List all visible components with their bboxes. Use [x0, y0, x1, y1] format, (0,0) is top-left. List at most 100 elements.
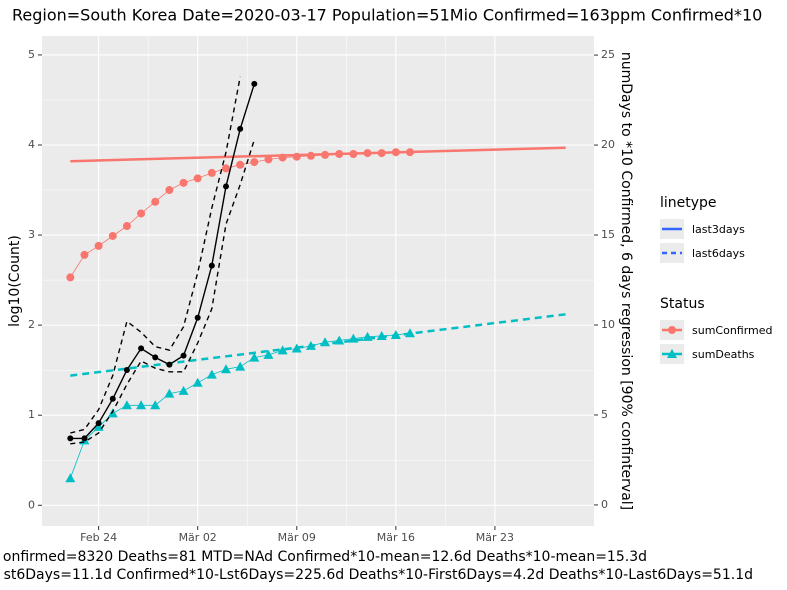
- point: [349, 149, 358, 158]
- legend-title: Status: [660, 296, 705, 312]
- x-tick-label: Mär 23: [476, 531, 514, 544]
- point: [264, 155, 273, 164]
- x-tick-label: Mär 02: [179, 531, 217, 544]
- point: [66, 273, 75, 282]
- interval-point: [208, 262, 215, 269]
- point: [306, 151, 315, 160]
- legend-marker: [668, 326, 676, 334]
- point: [235, 361, 246, 371]
- y-axis-label: log10(Count): [7, 235, 23, 327]
- panel: [42, 36, 594, 526]
- regression-line: [70, 146, 566, 163]
- point: [207, 168, 216, 177]
- point: [206, 369, 217, 379]
- point: [136, 400, 147, 410]
- y2-tick-label: 20: [601, 138, 615, 151]
- point: [94, 241, 103, 250]
- point: [107, 408, 118, 418]
- interval-point: [166, 361, 173, 368]
- y-tick-label: 3: [28, 228, 35, 241]
- chart-title: Region=South Korea Date=2020-03-17 Popul…: [12, 6, 762, 25]
- y-tick-label: 0: [28, 498, 35, 511]
- point: [362, 331, 373, 341]
- point: [221, 364, 231, 374]
- point: [65, 473, 76, 483]
- legend-title: linetype: [660, 195, 717, 211]
- x-tick-label: Mär 09: [278, 531, 316, 544]
- point: [363, 149, 372, 158]
- point: [250, 158, 259, 167]
- interval-line: [70, 83, 255, 440]
- y2-axis-label: numDays to *10 Confirmed, 6 days regress…: [618, 52, 634, 510]
- interval-lower: [70, 139, 255, 445]
- legend-label: sumDeaths: [692, 348, 755, 361]
- interval-upper: [70, 76, 241, 434]
- caption: st6Days=11.1d Confirmed*10-Lst6Days=225.…: [4, 567, 753, 583]
- legend-label: sumConfirmed: [692, 324, 773, 337]
- point: [137, 209, 146, 218]
- y-tick-label: 1: [28, 408, 35, 421]
- point: [278, 153, 287, 162]
- legend-marker: [667, 349, 677, 358]
- point: [334, 335, 345, 345]
- y2-tick-label: 5: [601, 408, 608, 421]
- point: [150, 400, 161, 410]
- point: [377, 149, 386, 158]
- interval-point: [237, 125, 244, 132]
- y-tick-label: 4: [28, 138, 35, 151]
- point: [320, 337, 331, 347]
- point: [291, 343, 302, 353]
- point: [164, 388, 175, 398]
- point: [192, 377, 203, 387]
- point: [151, 197, 160, 206]
- point: [80, 250, 89, 259]
- point: [121, 400, 132, 410]
- point: [179, 178, 188, 187]
- point: [305, 340, 316, 350]
- point: [321, 150, 330, 159]
- caption: onfirmed=8320 Deaths=81 MTD=NAd Confirme…: [3, 549, 647, 565]
- point: [406, 148, 414, 157]
- interval-point: [81, 435, 88, 442]
- y2-tick-label: 10: [601, 318, 615, 331]
- point: [249, 352, 260, 362]
- interval-point: [152, 354, 159, 361]
- legend-label: last6days: [692, 247, 745, 260]
- point: [405, 328, 415, 338]
- point: [335, 149, 344, 158]
- point: [292, 152, 301, 161]
- interval-point: [138, 345, 145, 352]
- interval-point: [109, 395, 116, 402]
- point: [263, 349, 274, 359]
- interval-point: [223, 183, 229, 190]
- y2-tick-label: 0: [601, 498, 608, 511]
- interval-point: [180, 352, 187, 359]
- point: [376, 330, 387, 340]
- interval-point: [123, 366, 130, 373]
- legend-label: last3days: [692, 223, 745, 236]
- point: [236, 160, 245, 169]
- y2-tick-label: 15: [601, 228, 615, 241]
- y-tick-label: 5: [28, 48, 35, 61]
- point: [108, 231, 117, 240]
- interval-point: [95, 420, 102, 427]
- point: [122, 222, 131, 231]
- interval-point: [251, 80, 258, 87]
- point: [277, 345, 288, 355]
- point: [178, 385, 189, 395]
- point: [193, 174, 202, 183]
- y2-tick-label: 25: [601, 48, 615, 61]
- point: [391, 148, 400, 157]
- point: [222, 164, 230, 173]
- point: [348, 333, 359, 343]
- interval-point: [67, 435, 74, 442]
- interval-point: [194, 314, 201, 321]
- marks: [65, 76, 566, 483]
- point: [390, 330, 401, 340]
- grid: [42, 36, 594, 526]
- x-tick-label: Mär 16: [377, 531, 415, 544]
- y-tick-label: 2: [28, 318, 35, 331]
- x-tick-label: Feb 24: [80, 531, 117, 544]
- point: [165, 186, 174, 195]
